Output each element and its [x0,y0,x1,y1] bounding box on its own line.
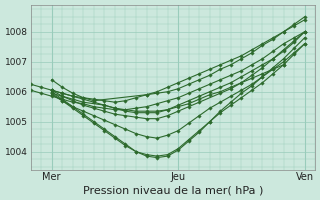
X-axis label: Pression niveau de la mer( hPa ): Pression niveau de la mer( hPa ) [83,185,263,195]
